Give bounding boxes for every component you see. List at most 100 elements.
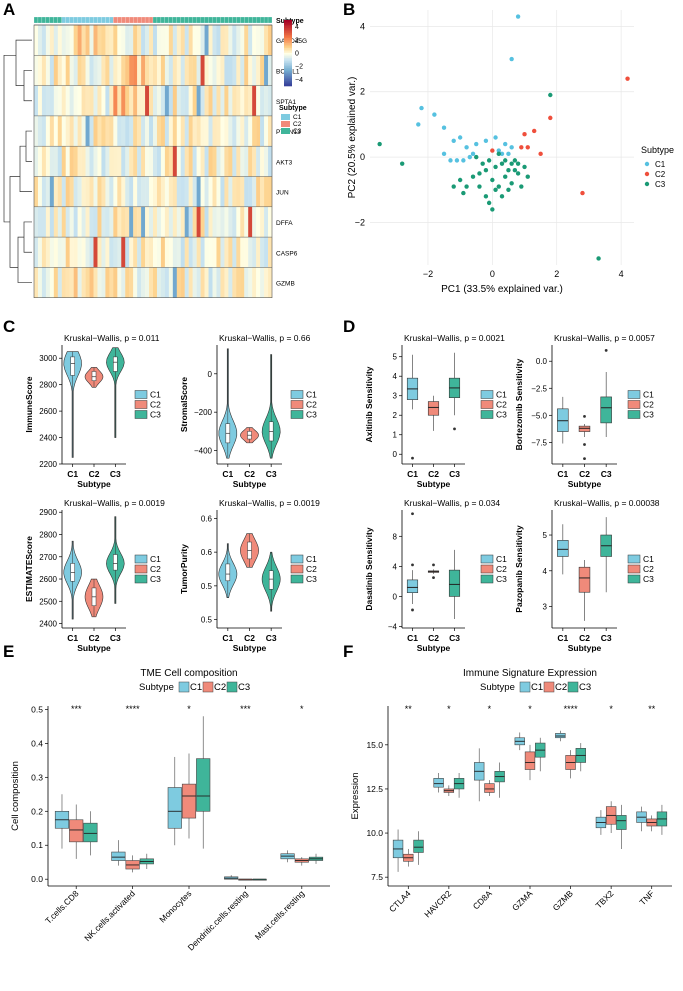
- data-point-c1: [441, 151, 447, 157]
- heatmap-cell: [248, 176, 253, 207]
- significance-label: ****: [564, 704, 579, 714]
- data-point-c1: [461, 158, 466, 163]
- legend-label: C3: [150, 574, 161, 584]
- heatmap-cell: [101, 55, 106, 86]
- data-point-c1: [515, 14, 521, 19]
- heatmap-cell: [220, 115, 225, 147]
- data-point-c3: [461, 190, 466, 196]
- colorbar-segment: [284, 46, 292, 49]
- heatmap-cell: [57, 146, 62, 177]
- heatmap-cell: [164, 267, 170, 298]
- y-axis-label: Expression: [350, 773, 361, 820]
- heatmap-cell: [89, 85, 94, 116]
- heatmap-cell: [41, 146, 47, 177]
- heatmap-cell: [264, 237, 269, 268]
- heatmap-cell: [164, 25, 170, 56]
- heatmap-cell: [89, 25, 94, 56]
- heatmap-cell: [224, 85, 229, 116]
- heatmap-cell: [81, 85, 86, 116]
- heatmap-cell: [89, 206, 94, 238]
- heatmap-cell: [121, 206, 126, 238]
- heatmap-cell: [77, 206, 82, 238]
- heatmap-cell: [153, 85, 158, 116]
- data-point-c1: [470, 151, 476, 157]
- heatmap-cell: [53, 25, 58, 56]
- annotation-cell: [81, 16, 86, 24]
- heatmap-cell: [109, 115, 114, 147]
- heatmap-cell: [121, 55, 126, 86]
- box-c3: [113, 554, 118, 571]
- annotation-cell: [137, 16, 142, 24]
- y-axis-label: TumorPurity: [179, 544, 189, 594]
- annotation-cell: [85, 16, 90, 24]
- heatmap-cell: [260, 206, 265, 238]
- heatmap-cell: [93, 237, 98, 268]
- colorbar-segment: [284, 82, 292, 85]
- heatmap-cell: [228, 25, 233, 56]
- heatmap-cell: [240, 55, 245, 86]
- heatmap-cell: [34, 206, 39, 238]
- legend-label: C1: [150, 390, 161, 400]
- chart-title: TME Cell composition: [140, 668, 237, 679]
- heatmap-cell: [85, 115, 90, 147]
- heatmap-cell: [180, 115, 185, 147]
- panel-letter-c: C: [3, 317, 15, 336]
- data-point-c1: [503, 141, 508, 147]
- heatmap-cell: [240, 25, 245, 56]
- x-tick-label: C1: [557, 633, 568, 643]
- annotation-cell: [121, 16, 126, 24]
- box-c3: [83, 822, 98, 843]
- y-axis-label: ImmuneScore: [24, 376, 34, 432]
- heatmap-cell: [216, 206, 221, 238]
- legend-swatch: [134, 564, 148, 574]
- annotation-cell: [204, 16, 209, 24]
- heatmap-cell: [264, 267, 269, 298]
- heatmap-cell: [133, 115, 138, 147]
- heatmap-cell: [204, 55, 209, 86]
- outlier-point: [583, 415, 586, 418]
- heatmap-cell: [125, 237, 130, 268]
- heatmap-cell: [176, 115, 181, 147]
- heatmap-cell: [232, 55, 237, 86]
- heatmap-cell: [81, 55, 86, 86]
- data-point-c3: [496, 184, 501, 189]
- heatmap-cell: [69, 146, 74, 177]
- heatmap-cell: [145, 206, 150, 238]
- legend-swatch: [290, 564, 304, 574]
- x-tick-label: Mast.cells.resting: [253, 888, 307, 942]
- heatmap-cell: [37, 146, 43, 177]
- heatmap-cell: [172, 115, 177, 147]
- row-label: CASP6: [276, 250, 298, 257]
- heatmap-cell: [77, 237, 82, 268]
- heatmap-cell: [252, 85, 257, 116]
- heatmap-cell: [133, 85, 138, 116]
- colorbar-tick-label: −2: [295, 64, 303, 71]
- heatmap-cell: [224, 206, 229, 238]
- outlier-point: [583, 457, 586, 460]
- legend-label: C1: [150, 554, 161, 564]
- heatmap-cell: [61, 55, 66, 86]
- heatmap-cell: [77, 115, 82, 147]
- heatmap-cell: [264, 85, 269, 116]
- y-tick-label: −4: [388, 622, 398, 631]
- heatmap-cell: [141, 55, 146, 86]
- data-point-c3: [506, 167, 511, 173]
- y-axis-label: Pazopanib Sensitivity: [514, 525, 524, 613]
- heatmap-cell: [105, 25, 110, 56]
- heatmap-cell: [53, 176, 58, 207]
- heatmap-cell: [260, 55, 265, 86]
- heatmap-cell: [105, 176, 110, 207]
- y-tick-label: 2: [360, 87, 365, 97]
- outlier-point: [583, 443, 586, 446]
- heatmap-cell: [240, 115, 245, 147]
- annotation-cell: [156, 16, 162, 24]
- heatmap-cell: [228, 115, 233, 147]
- heatmap-cell: [172, 237, 177, 268]
- heatmap-cell: [77, 25, 82, 56]
- heatmap-cell: [53, 237, 58, 268]
- y-tick-label: 4: [543, 567, 548, 576]
- legend-label: C2: [150, 400, 161, 410]
- annotation-cell: [196, 16, 201, 24]
- significance-label: **: [648, 704, 656, 714]
